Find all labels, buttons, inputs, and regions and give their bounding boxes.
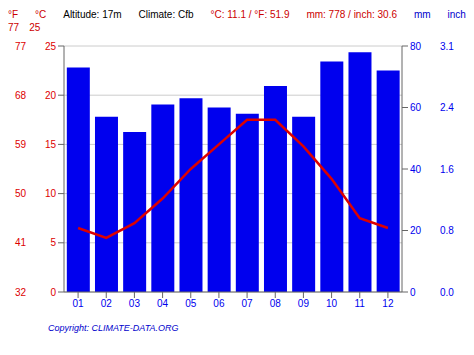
- svg-text:06: 06: [213, 298, 225, 309]
- html-text:mm: mm: [413, 9, 431, 20]
- html-text:°C: 11.1 / °F: 51.9: °C: 11.1 / °F: 51.9: [210, 9, 290, 20]
- svg-text:02: 02: [101, 298, 113, 309]
- svg-text:3.1: 3.1: [440, 41, 454, 52]
- svg-text:11: 11: [355, 298, 366, 309]
- svg-text:09: 09: [298, 298, 310, 309]
- html-text:inch: inch: [447, 9, 466, 20]
- svg-text:05: 05: [185, 298, 197, 309]
- svg-text:0.0: 0.0: [440, 287, 454, 298]
- svg-text:12: 12: [382, 298, 394, 309]
- svg-text:68: 68: [15, 90, 27, 101]
- svg-text:80: 80: [410, 41, 422, 52]
- svg-text:5: 5: [50, 237, 56, 248]
- svg-text:08: 08: [270, 298, 282, 309]
- svg-text:32: 32: [15, 287, 27, 298]
- svg-text:0: 0: [50, 287, 56, 298]
- svg-text:50: 50: [15, 188, 27, 199]
- svg-text:2.4: 2.4: [440, 102, 454, 113]
- svg-text:20: 20: [410, 225, 422, 236]
- svg-text:10: 10: [45, 188, 57, 199]
- html-text:Copyright: CLIMATE-DATA.ORG: Copyright: CLIMATE-DATA.ORG: [48, 323, 179, 333]
- svg-text:1.6: 1.6: [440, 164, 454, 175]
- svg-text:60: 60: [410, 102, 422, 113]
- html-text:°F: °F: [8, 9, 19, 20]
- svg-text:0: 0: [410, 287, 416, 298]
- svg-text:15: 15: [45, 139, 57, 150]
- html-text:Altitude: 17m: Altitude: 17m: [63, 9, 122, 20]
- svg-text:10: 10: [326, 298, 338, 309]
- svg-text:07: 07: [242, 298, 254, 309]
- html-text:77: 77: [8, 22, 20, 33]
- svg-text:25: 25: [45, 41, 57, 52]
- svg-text:04: 04: [157, 298, 169, 309]
- html-text:Climate: Cfb: Climate: Cfb: [138, 9, 194, 20]
- html-text:25: 25: [29, 22, 41, 33]
- svg-text:77: 77: [15, 41, 27, 52]
- html-text:°C: °C: [35, 9, 47, 20]
- svg-text:40: 40: [410, 164, 422, 175]
- svg-text:41: 41: [15, 237, 27, 248]
- svg-text:01: 01: [73, 298, 85, 309]
- svg-text:03: 03: [129, 298, 141, 309]
- html-text:mm: 778 / inch: 30.6: mm: 778 / inch: 30.6: [306, 9, 397, 20]
- svg-text:0.8: 0.8: [440, 225, 454, 236]
- svg-text:59: 59: [15, 139, 27, 150]
- svg-text:20: 20: [45, 90, 57, 101]
